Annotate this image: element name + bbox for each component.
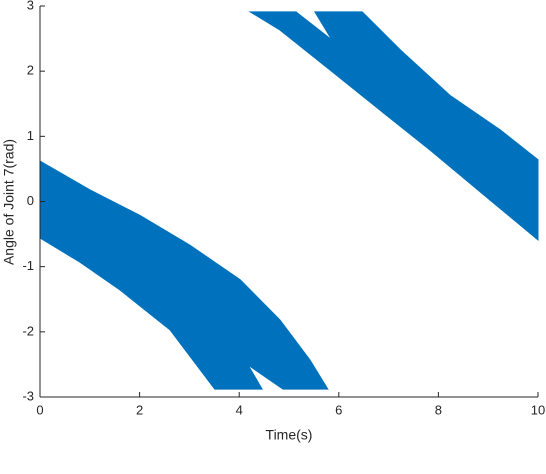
x-tick-label: 8 [435, 402, 442, 417]
y-tick-label: -2 [22, 323, 34, 338]
x-axis-label: Time(s) [266, 427, 313, 443]
y-tick-label: -3 [22, 388, 34, 403]
y-tick-label: -1 [22, 258, 34, 273]
y-tick-label: 1 [27, 128, 34, 143]
y-tick-label: 0 [27, 193, 34, 208]
band [39, 160, 329, 390]
y-tick-label: 2 [27, 63, 34, 78]
band [248, 11, 539, 242]
x-tick-label: 6 [335, 402, 342, 417]
x-tick-label: 0 [36, 402, 43, 417]
y-tick-label: 3 [27, 0, 34, 12]
x-tick-label: 2 [136, 402, 143, 417]
x-tick-label: 4 [236, 402, 243, 417]
y-axis-label: Angle of Joint 7(rad) [1, 139, 17, 265]
x-tick-label: 10 [531, 402, 545, 417]
